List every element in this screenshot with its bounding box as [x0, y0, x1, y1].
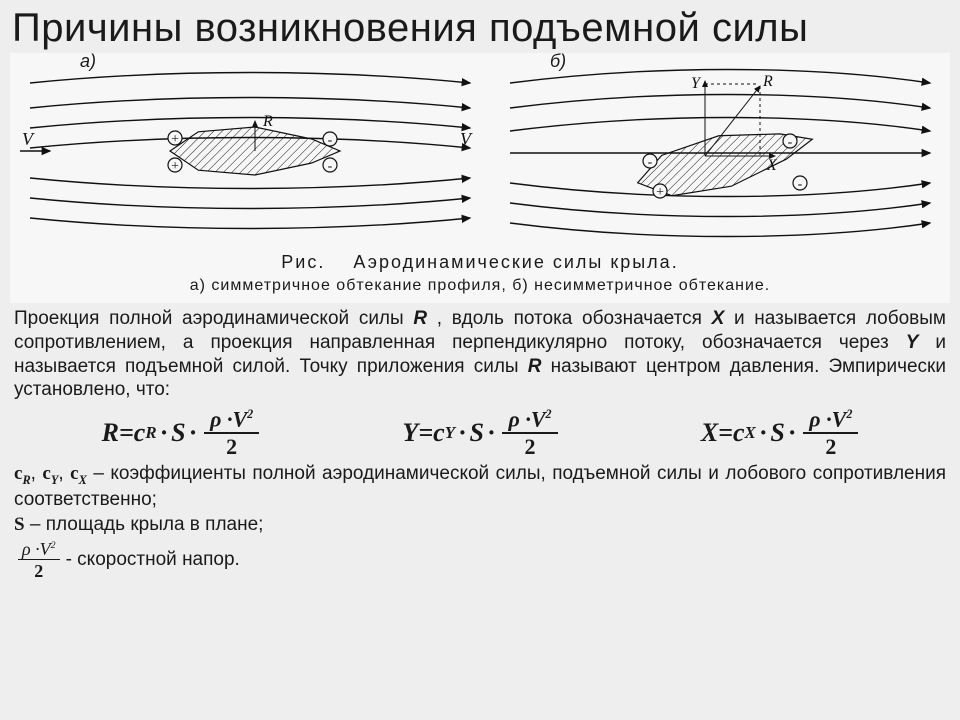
svg-text:X: X	[766, 157, 778, 174]
f-R-lhs: R	[102, 418, 119, 448]
def-cX-c: c	[70, 463, 78, 484]
f-fracX: ρ ·V2 2	[803, 408, 858, 458]
f-dotX: ·	[756, 418, 771, 448]
f-R-sub: R	[145, 423, 156, 443]
panel-a-label: а)	[80, 51, 96, 72]
f-rho: ρ	[210, 406, 221, 431]
f-X-lhs: X	[701, 418, 718, 448]
svg-text:R: R	[762, 73, 773, 90]
caption-pre: Рис.	[281, 252, 325, 272]
f-dot: ·	[157, 418, 172, 448]
f-fracY: ρ ·V2 2	[502, 408, 557, 458]
def-s1: ,	[31, 463, 43, 484]
figure: а) R+-+-VV б)	[10, 53, 950, 303]
f-2Y: 2	[525, 434, 536, 458]
dp-txt: - скоростной напор.	[66, 549, 240, 571]
f-dot2: ·	[186, 418, 201, 448]
f-rhoY: ρ	[508, 406, 519, 431]
f-SX: S	[770, 418, 784, 448]
dp-e: 2	[51, 540, 56, 551]
f-Y-sub: Y	[445, 423, 455, 443]
figure-caption-2: а) симметричное обтекание профиля, б) не…	[10, 277, 950, 295]
definitions: cR, cY, cX – коэффициенты полной аэродин…	[0, 460, 960, 539]
f-2X: 2	[825, 434, 836, 458]
f-X-sub: X	[745, 423, 756, 443]
f-S: S	[171, 418, 185, 448]
f-Y-c: c	[433, 418, 445, 448]
f-eqY: =	[418, 418, 433, 448]
dp-rho: ρ	[22, 539, 31, 559]
f-expY: 2	[546, 407, 552, 421]
def-coeffs-txt: – коэффициенты полной аэродинамической с…	[14, 463, 946, 510]
p-t2: , вдоль потока обозначается	[427, 308, 711, 329]
figure-caption-1: Рис. Аэродинамические силы крыла.	[10, 252, 950, 273]
f-V: V	[232, 406, 247, 431]
p-t1: Проекция полной аэродинамической силы	[14, 308, 413, 329]
def-dynpress: ρ ·V2 2 - скоростной напор.	[0, 540, 960, 580]
def-cR: R	[22, 473, 30, 487]
p-R2: R	[528, 356, 542, 377]
f-VY: V	[531, 406, 546, 431]
formula-row: R = cR · S · ρ ·V2 2 Y = cY · S · ρ ·V2 …	[30, 408, 930, 458]
f-R-c: c	[134, 418, 146, 448]
paragraph: Проекция полной аэродинамической силы R …	[0, 303, 960, 402]
f-eq: =	[119, 418, 134, 448]
panel-b-label: б)	[550, 51, 566, 72]
formula-R: R = cR · S · ρ ·V2 2	[102, 408, 260, 458]
def-cX: X	[79, 473, 87, 487]
svg-text:+: +	[170, 159, 179, 174]
f-VX: V	[832, 406, 847, 431]
f-Y-lhs: Y	[402, 418, 418, 448]
diagram-b: RYX--+-	[500, 53, 940, 243]
formula-Y: Y = cY · S · ρ ·V2 2	[402, 408, 557, 458]
f-dotY: ·	[455, 418, 470, 448]
p-Y: Y	[906, 332, 919, 353]
p-X: X	[712, 308, 725, 329]
svg-text:+: +	[655, 185, 664, 200]
svg-text:-: -	[328, 159, 333, 174]
def-S: S – площадь крыла в плане;	[14, 513, 946, 538]
svg-text:-: -	[328, 133, 333, 148]
f-exp: 2	[247, 407, 253, 421]
f-dotY2: ·	[484, 418, 499, 448]
svg-text:R: R	[262, 113, 273, 130]
f-rhoX: ρ	[809, 406, 820, 431]
diagram-a: R + - + - V V	[20, 53, 480, 243]
f-eqX: =	[718, 418, 733, 448]
figure-panel-a: а) R + - + - V V	[20, 53, 480, 243]
slide-title: Причины возникновения подъемной силы	[0, 0, 960, 51]
f-SY: S	[470, 418, 484, 448]
svg-text:-: -	[648, 155, 653, 170]
f-expX: 2	[846, 407, 852, 421]
dp-V: V	[40, 539, 51, 559]
f-2: 2	[226, 434, 237, 458]
svg-text:+: +	[170, 132, 179, 147]
svg-text:-: -	[798, 177, 803, 192]
f-dotX2: ·	[785, 418, 800, 448]
svg-text:V: V	[22, 129, 35, 149]
svg-text:V: V	[460, 129, 473, 149]
caption-txt: Аэродинамические силы крыла.	[353, 252, 678, 272]
dp-2: 2	[34, 560, 43, 580]
def-s2: ,	[58, 463, 70, 484]
def-S-txt: – площадь крыла в плане;	[25, 514, 264, 535]
def-coeffs: cR, cY, cX – коэффициенты полной аэродин…	[14, 462, 946, 513]
f-frac: ρ ·V2 2	[204, 408, 259, 458]
svg-text:-: -	[788, 135, 793, 150]
p-R: R	[413, 308, 427, 329]
f-X-c: c	[733, 418, 745, 448]
formula-X: X = cX · S · ρ ·V2 2	[701, 408, 859, 458]
def-cY-c: c	[42, 463, 50, 484]
svg-text:Y: Y	[691, 75, 702, 92]
def-S-sym: S	[14, 514, 25, 535]
figure-panel-b: б) RYX--+-	[500, 53, 940, 243]
